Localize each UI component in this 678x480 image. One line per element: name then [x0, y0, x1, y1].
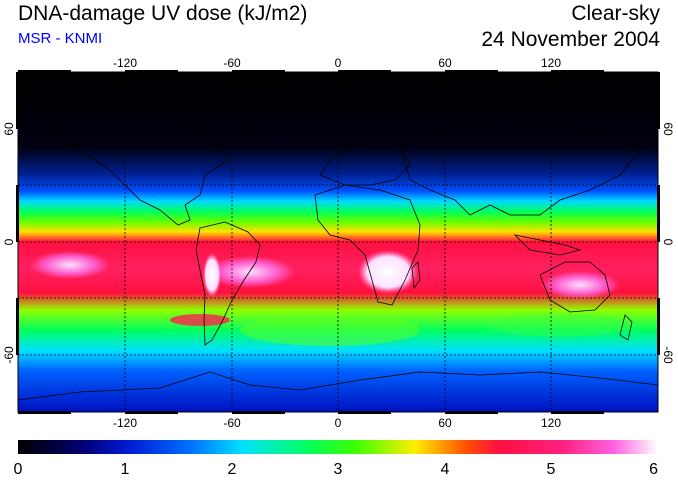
- madagascar-coast: [411, 261, 421, 290]
- lon-label-top: 60: [438, 56, 452, 70]
- lat-label-left: 0: [2, 238, 16, 245]
- asia-coast: [399, 119, 641, 216]
- colorbar-label: 6: [649, 461, 658, 478]
- europe-coast: [319, 139, 411, 186]
- indonesia-coast: [513, 234, 582, 256]
- antarctica-coast: [18, 371, 658, 401]
- hotspot-pacific: [30, 251, 110, 279]
- colorbar-label: 0: [14, 461, 23, 478]
- hotspot-andes: [203, 253, 221, 297]
- date-label: 24 November 2004: [481, 28, 660, 51]
- lat-label-right: 60: [661, 122, 675, 136]
- lon-labels-top: -120 -60 0 60 120: [113, 56, 561, 70]
- south-atlantic-band: [240, 314, 420, 346]
- colorbar: 0 1 2 3 4 5 6: [14, 440, 659, 478]
- source-label: MSR - KNMI: [18, 30, 103, 47]
- map-title: DNA-damage UV dose (kJ/m2): [18, 2, 308, 25]
- lat-label-right: 0: [661, 239, 675, 246]
- map-frame: [16, 70, 660, 414]
- sky-condition-label: Clear-sky: [571, 2, 660, 25]
- hotspot-south-america: [205, 256, 295, 288]
- lat-label-left: 60: [2, 122, 16, 136]
- coastlines: [18, 91, 658, 401]
- lon-label-bottom: -120: [113, 416, 137, 430]
- africa-coast: [314, 184, 421, 306]
- lon-label-top: 120: [541, 56, 561, 70]
- lon-labels-bottom: -120 -60 0 60 120: [113, 416, 561, 430]
- lon-label-bottom: 120: [541, 416, 561, 430]
- lon-label-top: 0: [335, 56, 342, 70]
- south-america-coast: [195, 221, 261, 346]
- colorbar-strip: [18, 440, 658, 454]
- lat-labels-right: 60 0 -60: [661, 122, 675, 364]
- north-america-coast: [59, 109, 229, 226]
- colorbar-label: 1: [121, 461, 130, 478]
- colorbar-label: 2: [228, 461, 237, 478]
- south-indian-band: [490, 313, 630, 337]
- lat-labels-left: 60 0 -60: [2, 122, 16, 364]
- patagonia-band: [170, 314, 230, 326]
- lon-label-top: -120: [113, 56, 137, 70]
- lon-label-bottom: 0: [335, 416, 342, 430]
- colorbar-label: 3: [334, 461, 343, 478]
- hotspot-southern-africa: [358, 250, 418, 294]
- lat-label-right: -60: [661, 346, 675, 364]
- colorbar-label: 5: [547, 461, 556, 478]
- graticule: [18, 72, 658, 412]
- colorbar-label: 4: [441, 461, 450, 478]
- lon-label-bottom: 60: [438, 416, 452, 430]
- map-field: [18, 72, 658, 412]
- hotspot-australia: [540, 271, 620, 299]
- lon-label-top: -60: [223, 56, 241, 70]
- colorbar-labels: 0 1 2 3 4 5 6: [14, 461, 659, 478]
- lat-label-left: -60: [2, 346, 16, 364]
- australia-coast: [539, 261, 611, 313]
- lon-label-bottom: -60: [223, 416, 241, 430]
- new-zealand-coast: [619, 314, 633, 341]
